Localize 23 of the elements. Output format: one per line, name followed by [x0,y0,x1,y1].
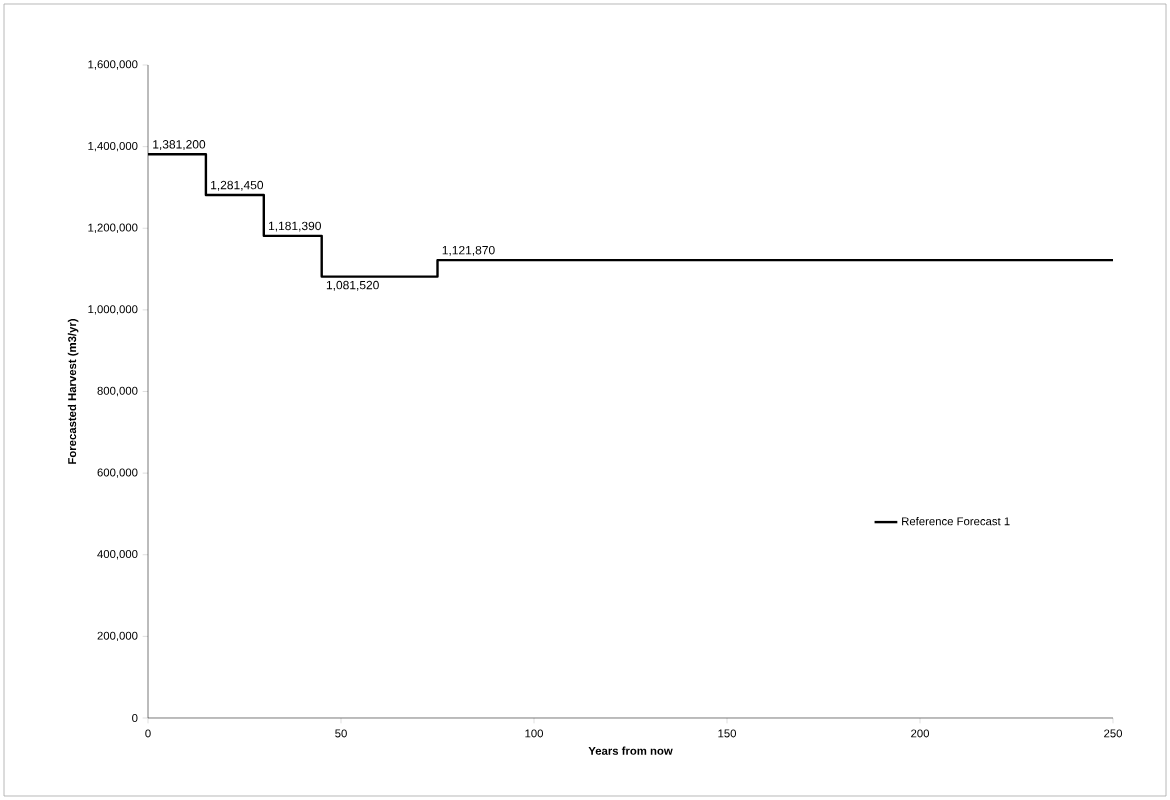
data-label: 1,281,450 [211,180,264,191]
y-tick-label: 600,000 [97,468,138,478]
y-tick-label: 0 [132,714,138,723]
x-tick-label: 150 [718,729,737,738]
y-tick-label: 800,000 [97,386,138,397]
y-tick-label: 1,600,000 [88,60,138,70]
x-tick-label: 250 [1104,729,1123,738]
data-label: 1,121,870 [442,245,495,256]
y-tick-label: 200,000 [97,631,138,642]
x-tick-label: 100 [525,729,544,738]
data-label: 1,381,200 [153,140,206,151]
x-tick-label: 200 [911,729,930,738]
data-label: 1,081,520 [326,280,379,291]
legend-label: Reference Forecast 1 [902,517,1010,526]
x-axis-title: Years from now [588,746,673,755]
data-label: 1,181,390 [268,221,321,232]
y-axis-title: Forecasted Harvest (m3/yr) [67,319,79,464]
y-tick-label: 1,200,000 [88,223,138,233]
x-tick-label: 0 [145,729,151,738]
x-tick-label: 50 [335,729,347,738]
y-tick-label: 1,000,000 [88,305,138,315]
y-tick-label: 1,400,000 [88,141,138,152]
y-tick-label: 400,000 [97,550,138,560]
